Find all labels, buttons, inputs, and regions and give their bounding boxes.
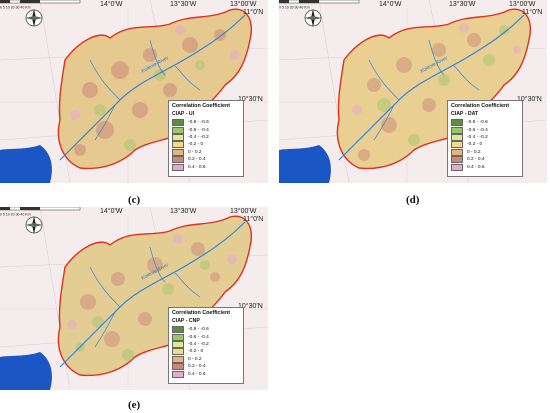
scale-bar: 0 5 10 20 30 40 Km [0,0,81,10]
main-river [59,221,246,368]
legend: Correlation Coefficient CIAP - CNP -0.8 … [168,307,244,384]
legend-item: -0.2 - 0 [451,141,519,149]
legend-item: 0 - 0.2 [172,148,240,156]
legend-item: -0.4 - -0.2 [172,133,240,141]
lon-label-right: 13°00'W [230,208,257,215]
legend-title: Correlation Coefficient [172,310,231,316]
map-panel-e: 14°0'W 13°30'W 13°00'W 11°0'N 10°30'N Ko… [0,207,268,390]
panel-label-e: (e) [128,399,141,411]
compass-icon [304,9,322,27]
lon-label-left: 14°0'W [100,208,123,215]
lon-label-right: 13°00'W [230,1,257,8]
legend-item: 0.4 - 0.6 [172,370,240,378]
compass-icon [25,9,43,27]
lat-label-top: 11°0'N [243,9,264,16]
legend-item: -0.6 - -0.4 [172,126,240,134]
map-panel-c: 14°0'W 13°30'W 13°00'W 11°0'N 10°30'N Ko… [0,0,268,183]
legend-item: 0.4 - 0.6 [172,163,240,171]
legend-item: -0.4 - -0.2 [451,133,519,141]
lon-label-left: 14°0'W [379,1,402,8]
lon-label-mid: 13°30'W [449,1,476,8]
legend-subtitle: CIAP - UI [172,111,195,117]
scale-bar: 0 5 10 20 30 40 Km [0,207,81,217]
lon-label-mid: 13°30'W [170,1,197,8]
legend-item: 0 - 0.2 [451,148,519,156]
legend-item: -0.2 - 0 [172,141,240,149]
compass-icon [25,216,43,234]
legend-item: -0.8 - -0.6 [172,119,240,127]
legend-item: -0.6 - -0.4 [451,126,519,134]
lat-label-top: 11°0'N [243,216,264,223]
lat-label-mid: 10°30'N [238,96,263,103]
panel-label-d: (d) [406,194,420,206]
svg-text:0 5 10 20 30 40 Km: 0 5 10 20 30 40 Km [0,6,31,10]
lat-label-mid: 10°30'N [238,303,263,310]
lat-label-mid: 10°30'N [517,96,542,103]
legend-item: 0.4 - 0.6 [451,163,519,171]
legend-item: -0.8 - -0.6 [172,326,240,334]
legend-item: 0.2 - 0.4 [172,156,240,164]
panel-label-c: (c) [128,194,141,206]
legend-item: 0.2 - 0.4 [451,156,519,164]
lat-label-top: 11°0'N [522,9,543,16]
legend-item: -0.4 - -0.2 [172,340,240,348]
legend-title: Correlation Coefficient [172,103,231,109]
scale-bar: 0 5 10 20 30 40 Km [279,0,360,10]
legend-item: -0.6 - -0.4 [172,333,240,341]
main-river [338,14,525,161]
legend-item: 0.2 - 0.4 [172,363,240,371]
legend-subtitle: CIAP - CNP [172,318,200,324]
lon-label-right: 13°00'W [509,1,536,8]
legend: Correlation Coefficient CIAP - UI -0.8 -… [168,100,244,177]
map-panel-d: 14°0'W 13°30'W 13°00'W 11°0'N 10°30'N Ko… [279,0,547,183]
main-river [59,14,246,161]
svg-text:0 5 10 20 30 40 Km: 0 5 10 20 30 40 Km [279,6,310,10]
legend: Correlation Coefficient CIAP - DAT -0.8 … [447,100,523,177]
legend-subtitle: CIAP - DAT [451,111,479,117]
legend-item: -0.2 - 0 [172,348,240,356]
lon-label-left: 14°0'W [100,1,123,8]
lon-label-mid: 13°30'W [170,208,197,215]
legend-item: 0 - 0.2 [172,355,240,363]
svg-text:0 5 10 20 30 40 Km: 0 5 10 20 30 40 Km [0,213,31,217]
legend-title: Correlation Coefficient [451,103,510,109]
map-canvas [0,0,268,183]
legend-item: -0.8 - -0.6 [451,119,519,127]
